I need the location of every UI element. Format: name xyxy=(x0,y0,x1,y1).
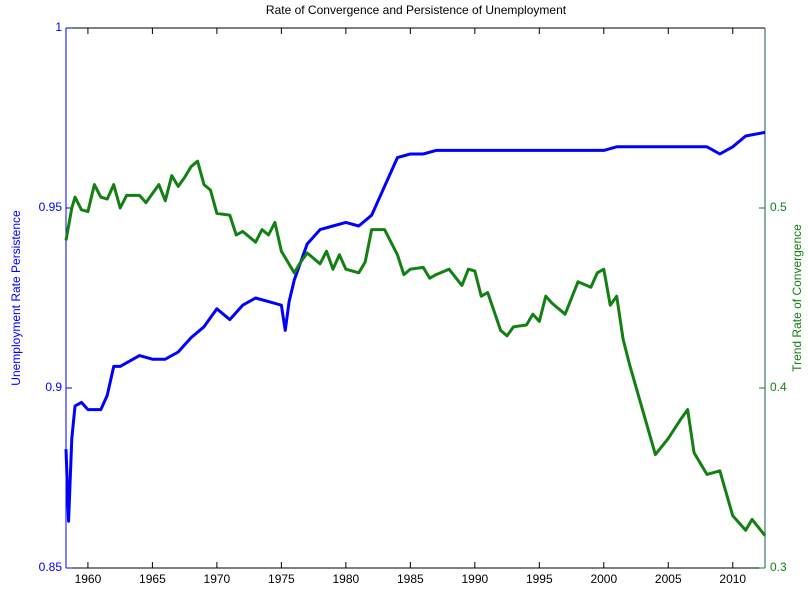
y-tick-label: 0.85 xyxy=(39,560,63,574)
y2-tick-label: 0.4 xyxy=(770,380,787,394)
x-tick-label: 1980 xyxy=(333,572,360,586)
series-line xyxy=(64,159,767,537)
x-tick-label: 1960 xyxy=(75,572,102,586)
chart-title: Rate of Convergence and Persistence of U… xyxy=(266,3,567,17)
x-tick-label: 1970 xyxy=(204,572,231,586)
y-tick-label: 1 xyxy=(55,20,62,34)
y-axis-label: Unemployment Rate Persistence xyxy=(9,210,23,386)
y-tick-label: 0.9 xyxy=(45,380,62,394)
x-tick-label: 2005 xyxy=(655,572,682,586)
series-line xyxy=(64,130,766,523)
x-tick-label: 1965 xyxy=(139,572,166,586)
x-tick-label: 1990 xyxy=(461,572,488,586)
y2-tick-label: 0.3 xyxy=(770,560,787,574)
y-tick-label: 0.95 xyxy=(39,200,63,214)
x-tick-label: 1985 xyxy=(397,572,424,586)
y2-axis-label: Trend Rate of Convergence xyxy=(790,224,804,372)
x-tick-label: 2000 xyxy=(590,572,617,586)
x-tick-label: 2010 xyxy=(719,572,746,586)
x-tick-label: 1975 xyxy=(268,572,295,586)
y2-tick-label: 0.5 xyxy=(770,200,787,214)
x-tick-label: 1995 xyxy=(526,572,553,586)
